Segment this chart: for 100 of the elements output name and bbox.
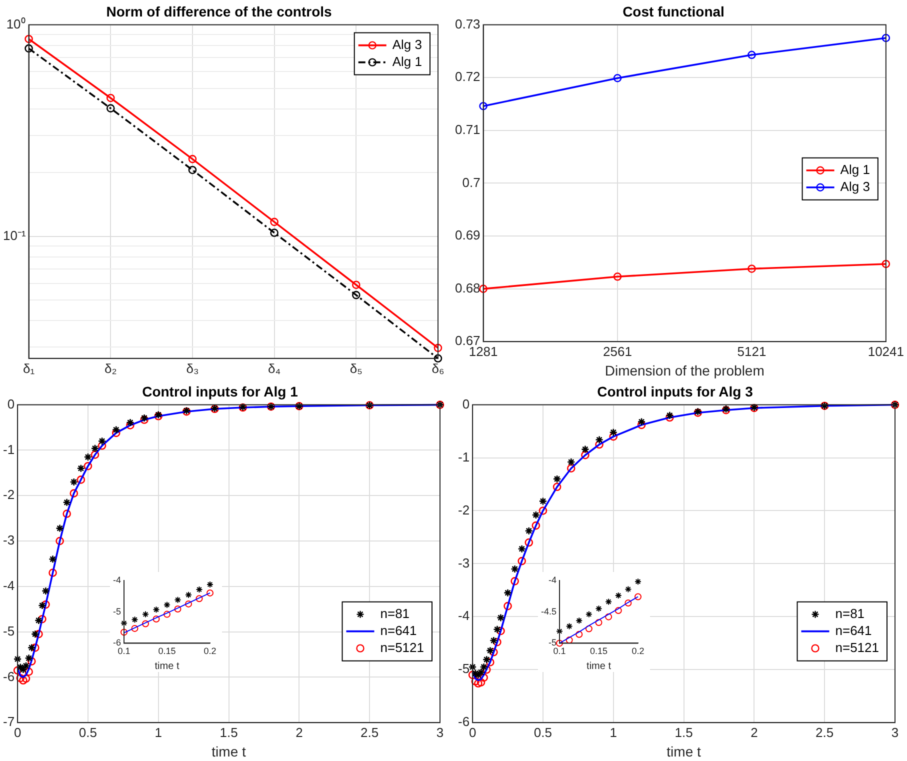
legend-label: n=81 [380,606,410,621]
point [482,655,491,664]
legend-label: Alg 3 [840,178,870,194]
point [34,630,43,638]
point [174,605,182,612]
point [566,636,573,644]
point [479,284,488,293]
point [19,676,28,685]
point [56,536,64,546]
point [62,498,71,507]
x-axis-title: time t [154,660,180,672]
y-tick-label: -1 [458,449,470,464]
legend-label: Alg 3 [392,36,422,52]
x-axis-title: time t [586,660,612,672]
point [196,595,203,602]
point [48,555,57,564]
point [532,521,540,530]
point [188,166,197,174]
legend-label: n=5121 [835,640,880,655]
chart-title: Control inputs for Alg 1 [142,383,298,400]
point [480,673,488,682]
y-tick-label: 0.73 [454,16,480,32]
point [98,436,106,446]
point [471,677,480,686]
chart-title: Norm of difference of the controls [106,3,332,20]
y-tick-label: 0 [462,396,470,412]
y-tick-label: -5 [2,623,15,638]
point [27,657,36,666]
y-tick-label: -4.5 [540,606,557,616]
point [595,618,602,626]
legend-label: n=641 [380,622,417,638]
point [585,625,592,632]
legend-label: n=81 [835,606,865,621]
x-axis-title: Dimension of the problem [604,362,764,378]
x-tick-label: 1 [610,724,617,740]
point [126,418,134,427]
point [142,620,149,628]
point [490,636,498,645]
point [188,154,197,164]
x-tick-label: 2561 [603,344,632,359]
y-tick-label: -5 [458,661,470,676]
point [614,592,622,599]
point [152,616,160,623]
point [609,428,618,436]
point [581,445,590,454]
point [42,600,50,609]
x-tick-label: 3 [891,724,899,740]
point [486,646,494,655]
point [634,593,642,600]
x-tick-label: 2 [750,724,758,740]
x-tick-label: δ₃ [186,360,199,376]
point [434,354,442,363]
point [206,580,214,588]
y-tick-label: -1 [2,442,15,457]
y-tick-label: -5 [112,606,121,616]
point [164,610,170,618]
point [13,654,22,664]
x-tick-label: δ₄ [268,360,281,376]
y-tick-label: -2 [2,487,15,502]
point [131,616,138,624]
y-tick-label: -3 [458,555,470,570]
x-tick-label: 0.2 [204,646,216,656]
point [34,616,43,625]
point [637,420,646,430]
point [493,625,502,634]
point [270,218,278,226]
point [882,260,890,268]
point [566,458,576,466]
x-tick-label: 10241 [868,344,904,359]
point [106,104,115,112]
point [27,644,36,652]
point [566,622,573,630]
x-axis-title: time t [212,743,246,760]
point [31,644,40,652]
point [613,272,622,281]
x-axis-title: time t [666,743,701,760]
point [552,482,562,492]
x-tick-label: 2 [296,724,303,740]
point [474,670,482,680]
point [352,280,360,290]
point [510,577,519,586]
x-tick-label: 0.1 [553,646,566,656]
y-tick-label: -4 [548,574,557,585]
point [164,601,170,608]
x-tick-label: δ₁ [22,360,36,376]
x-tick-label: 1.5 [220,724,238,740]
point [112,428,120,438]
y-tick-label: -6 [2,668,15,684]
point [70,478,78,486]
point [613,74,622,82]
point [479,102,488,110]
y-tick-label: -6 [112,638,121,648]
point [552,474,562,484]
point [486,658,494,666]
point [576,630,583,638]
x-tick-label: 2.5 [816,724,834,740]
y-tick-label: -2 [458,502,470,518]
point [748,264,756,273]
point [56,524,64,532]
chart-title: Cost functional [622,3,724,20]
